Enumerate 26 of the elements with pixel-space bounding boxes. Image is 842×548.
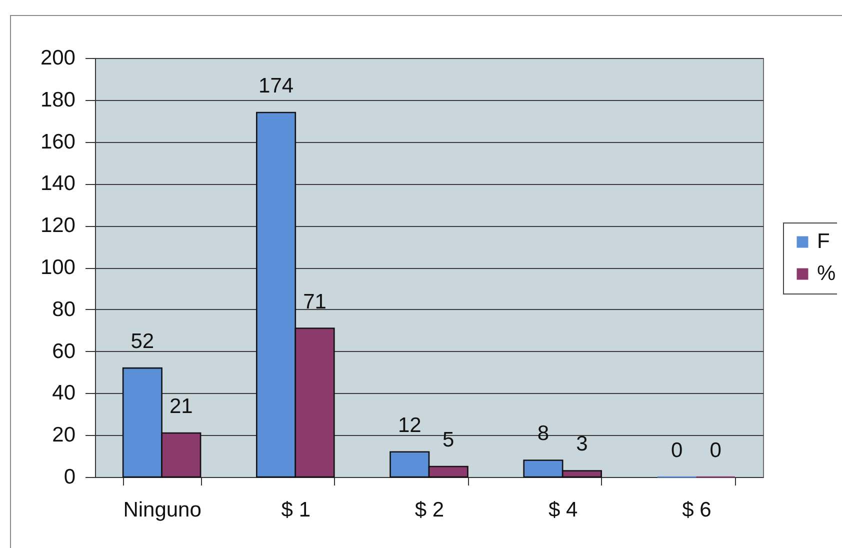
- y-tick-label: 120: [40, 214, 76, 238]
- y-tick-label: 100: [40, 256, 76, 279]
- x-tick-label: $ 2: [414, 498, 444, 522]
- y-tick-label: 200: [40, 46, 76, 70]
- y-tick-label: 180: [40, 88, 76, 112]
- data-label: 71: [303, 290, 326, 314]
- y-tick-label: 160: [40, 130, 76, 154]
- data-label: 12: [398, 414, 422, 437]
- data-label: 52: [130, 330, 154, 354]
- y-tick-label: 140: [40, 172, 76, 196]
- x-tick-label: Ninguno: [123, 498, 202, 522]
- y-tick-label: 80: [52, 298, 76, 321]
- data-label: 21: [169, 395, 193, 418]
- x-tick-label: $ 6: [682, 498, 712, 522]
- x-tick-label: $ 4: [548, 498, 578, 522]
- y-tick-label: 0: [64, 466, 76, 488]
- data-label: 0: [670, 439, 683, 462]
- x-tick-label: $ 1: [281, 498, 310, 522]
- legend-label: %: [817, 262, 836, 285]
- data-label: 174: [258, 74, 294, 98]
- y-tick-label: 60: [52, 340, 76, 363]
- data-label: 0: [710, 439, 722, 462]
- y-tick-label: 20: [52, 424, 76, 447]
- legend-label: F: [817, 230, 830, 253]
- y-tick-label: 40: [52, 382, 76, 405]
- data-label: 3: [576, 432, 588, 456]
